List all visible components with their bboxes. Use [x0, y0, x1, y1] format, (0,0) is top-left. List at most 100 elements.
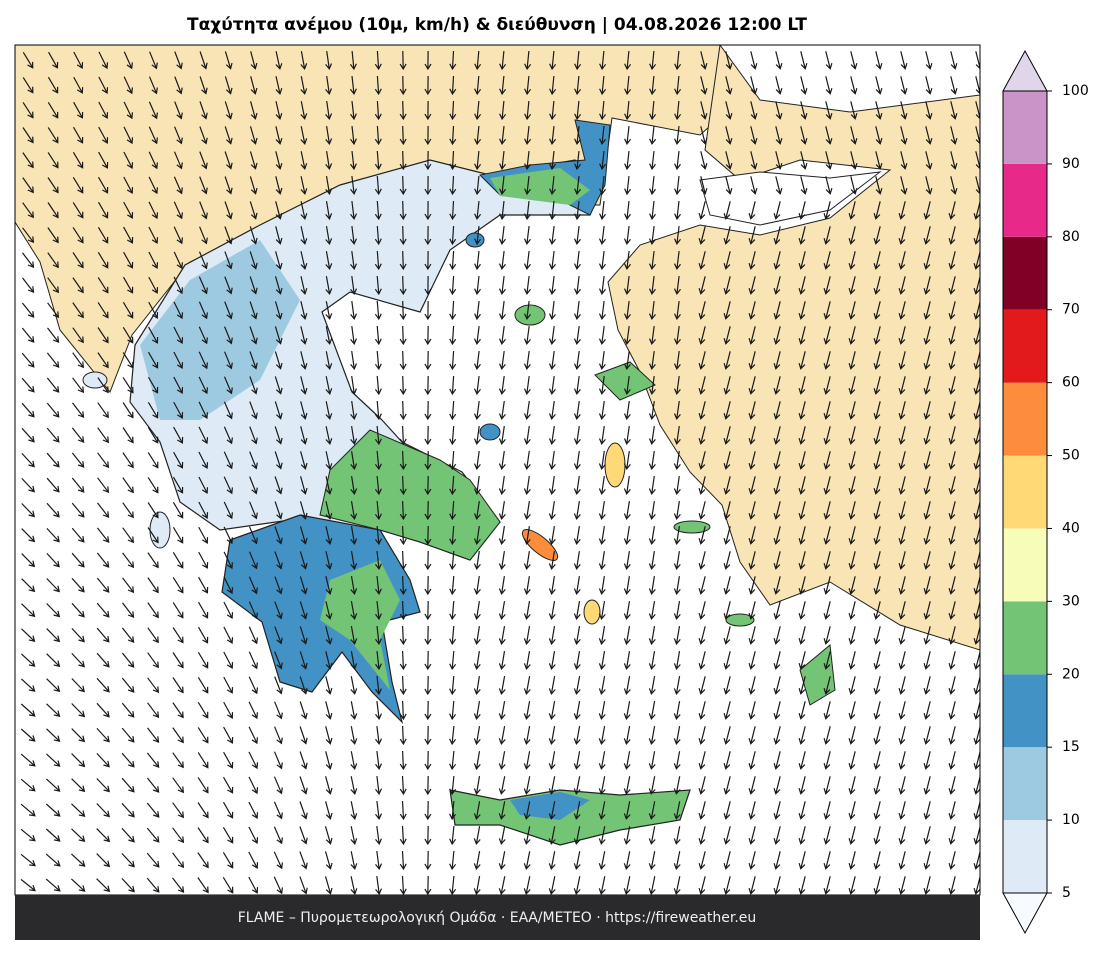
wind-arrow	[424, 200, 432, 221]
wind-arrow	[20, 728, 36, 742]
wind-arrow	[97, 201, 109, 219]
wind-arrow	[350, 576, 358, 596]
wind-arrow	[47, 76, 59, 94]
wind-arrow	[147, 376, 159, 394]
wind-arrow	[598, 576, 606, 596]
wind-arrow	[172, 652, 184, 669]
wind-arrow	[523, 601, 531, 621]
wind-arrow	[299, 526, 308, 545]
wind-arrow	[948, 801, 956, 820]
wind-arrow	[549, 176, 556, 196]
wind-arrow	[674, 201, 681, 221]
wind-arrow	[923, 551, 931, 570]
wind-arrow	[299, 651, 308, 670]
wind-arrow	[673, 551, 681, 571]
wind-arrow	[121, 802, 135, 818]
wind-arrow	[873, 676, 881, 695]
wind-arrow	[948, 651, 956, 670]
wind-arrow	[71, 477, 85, 493]
wind-arrow	[598, 476, 606, 496]
wind-arrow	[473, 825, 481, 846]
wind-arrow	[875, 76, 883, 95]
wind-arrow	[648, 476, 656, 496]
wind-arrow	[46, 628, 61, 643]
wind-arrow	[973, 201, 980, 220]
crete-blue	[510, 792, 590, 820]
wind-arrow	[898, 701, 906, 720]
wind-arrow	[375, 576, 382, 596]
wind-arrow	[449, 725, 457, 746]
wind-arrow	[399, 600, 407, 621]
wind-arrow	[800, 151, 808, 170]
wind-arrow	[375, 876, 383, 895]
wind-arrow	[71, 652, 86, 668]
wind-arrow	[474, 100, 482, 121]
wind-arrow	[848, 576, 856, 595]
wind-arrow	[449, 825, 457, 846]
wind-arrow	[223, 676, 234, 694]
wind-arrow	[147, 627, 159, 644]
wind-arrow	[723, 526, 731, 545]
wind-arrow	[325, 176, 333, 196]
wind-arrow	[274, 351, 283, 370]
wind-arrow	[573, 226, 581, 246]
wind-arrow	[673, 351, 681, 371]
wind-arrow	[700, 51, 708, 70]
wind-arrow	[950, 126, 958, 145]
wind-arrow	[498, 725, 506, 746]
wind-arrow	[848, 776, 856, 795]
wind-arrow	[798, 201, 806, 220]
wind-arrow	[698, 751, 706, 770]
wind-arrow	[449, 325, 457, 346]
wind-arrow	[548, 626, 556, 646]
wind-arrow	[47, 252, 59, 269]
wind-arrow	[898, 751, 906, 770]
wind-arrow	[45, 853, 61, 867]
wind-arrow	[723, 726, 731, 745]
wind-arrow	[72, 402, 85, 419]
wind-arrow	[523, 376, 531, 396]
wind-arrow	[20, 753, 36, 767]
wind-arrow	[923, 876, 931, 895]
wind-arrow	[399, 875, 407, 895]
wind-arrow	[173, 151, 183, 170]
wind-arrow	[698, 876, 706, 895]
wind-arrow	[199, 101, 208, 120]
wind-arrow	[598, 326, 606, 346]
wind-arrow	[900, 76, 908, 95]
wind-arrow	[96, 878, 111, 893]
wind-arrow	[523, 851, 531, 870]
wind-arrow	[798, 576, 806, 595]
wind-arrow	[798, 276, 806, 295]
wind-arrow	[973, 551, 980, 570]
wind-arrow	[47, 227, 59, 244]
wind-arrow	[325, 426, 333, 445]
wind-arrow	[848, 601, 856, 620]
wind-arrow	[173, 251, 183, 270]
wind-arrow	[948, 776, 956, 795]
wind-arrow	[823, 326, 831, 345]
wind-arrow	[900, 176, 908, 195]
wind-arrow	[523, 876, 531, 895]
wind-arrow	[96, 828, 111, 843]
wind-arrow	[198, 576, 209, 594]
wind-arrow	[648, 451, 656, 471]
wind-arrow	[923, 751, 931, 770]
wind-arrow	[248, 601, 258, 620]
wind-arrow	[300, 126, 308, 145]
wind-arrow	[674, 126, 682, 146]
wind-arrow	[773, 451, 781, 470]
wind-arrow	[648, 501, 656, 521]
wind-arrow	[148, 276, 159, 294]
wind-arrow	[523, 751, 531, 770]
wind-arrow	[424, 600, 432, 621]
wind-arrow	[98, 101, 109, 120]
wind-arrow	[474, 251, 481, 271]
wind-arrow	[623, 576, 631, 596]
wind-arrow	[549, 100, 557, 121]
wind-arrow	[723, 676, 731, 695]
wind-arrow	[248, 851, 259, 870]
wind-arrow	[599, 75, 607, 96]
wind-arrow	[375, 851, 383, 871]
wind-arrow	[573, 351, 581, 371]
